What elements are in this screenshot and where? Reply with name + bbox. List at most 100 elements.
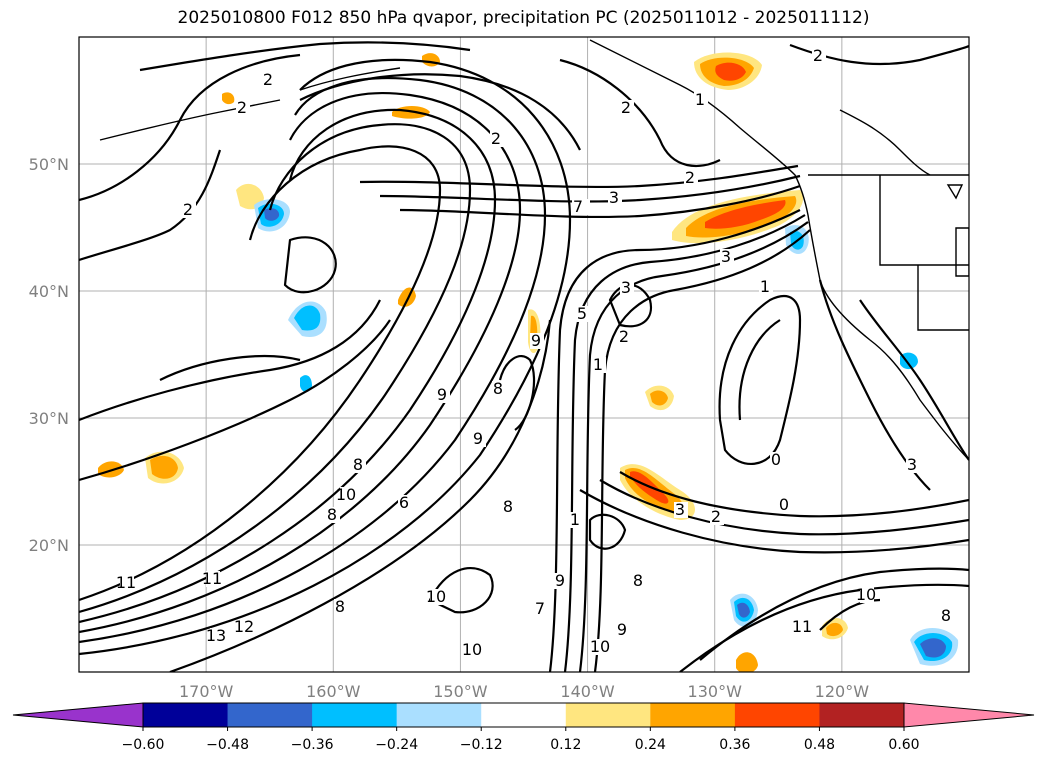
contour-label-bg [620,280,634,296]
contour-label-bg [236,100,250,116]
colorbar-segment [565,703,651,727]
contour-label: 1 [593,355,603,374]
contour-label-bg [530,333,544,349]
colorbar-tick-label: 0.36 [719,737,750,753]
contour-label-bg [778,497,792,513]
contour-label-bg [618,329,632,345]
precip-positive-alaska [694,52,762,90]
contour-label-bg [812,48,826,64]
contour-label: 3 [675,500,685,519]
lon-tick-label: 120°W [815,682,870,701]
contour-label-bg [210,628,224,644]
colorbar-tick-label: −0.12 [460,737,503,753]
lat-tick-label: 40°N [29,282,69,301]
contour-label-bg [860,587,874,603]
colorbar-segment [396,703,482,727]
contour-label: 10 [856,585,876,604]
contour-label-bg [120,575,134,591]
contour-label-bg [206,571,220,587]
contour-label: 3 [621,278,631,297]
contour-label-bg [632,573,646,589]
contour-label: 11 [202,569,222,588]
contour-label: 10 [462,640,482,659]
contour-label: 12 [234,617,254,636]
contour-label-bg [182,202,196,218]
precip-blob [294,305,321,331]
precip-blob [920,638,946,658]
contour-label: 2 [183,200,193,219]
colorbar-segment [312,703,398,727]
colorbar: −0.60 −0.48 −0.36 −0.24 −0.12 0.12 0.24 0.36 0.4… [12,702,1035,753]
contour-label: 2 [711,507,721,526]
contour-label-bg [554,573,568,589]
contour-label: 10 [426,587,446,606]
contour-label-bg [592,357,606,373]
contour-labels: 2222232738111989810861312117910101089101… [116,46,954,659]
colorbar-tick-label: −0.48 [206,737,249,753]
colorbar-segment [227,703,313,727]
contour-label: 6 [399,493,409,512]
contour-label-bg [430,589,444,605]
colorbar-segment [481,703,567,727]
contour-label-bg [436,387,450,403]
colorbar-tick-label: −0.36 [291,737,334,753]
contour-label: 8 [335,597,345,616]
contour-label-bg [262,72,276,88]
contour-label-bg [238,619,252,635]
contour-label-bg [472,431,486,447]
qvapor-contours [79,41,969,672]
contour-label: 0 [771,450,781,469]
precip-blob [826,622,843,637]
colorbar-tick-label: −0.60 [122,737,165,753]
colorbar-tick-label: −0.24 [375,737,418,753]
lat-tick-label: 30°N [29,409,69,428]
contour-label: 9 [617,620,627,639]
precip-blob [650,390,668,406]
contour-label: 2 [263,70,273,89]
contour-label: 8 [503,497,513,516]
contour-label: 1 [760,277,770,296]
contour-label: 2 [237,98,247,117]
contour-label-bg [490,131,504,147]
map-title: 2025010800 F012 850 hPa qvapor, precipit… [177,8,870,28]
contour-label: 2 [621,98,631,117]
contour-label-bg [796,619,810,635]
colorbar-segment [819,703,905,727]
contour-label-bg [674,502,688,518]
colorbar-tick-label: 0.12 [550,737,581,753]
contour-label-bg [710,509,724,525]
contour-label-bg [466,642,480,658]
latitude-labels: 50°N 40°N 30°N 20°N [29,155,69,555]
contour-label-bg [770,452,784,468]
contour-label-bg [694,92,708,108]
contour-label-bg [940,608,954,624]
contour-label-bg [906,457,920,473]
precip-shading [98,52,959,672]
lon-tick-label: 150°W [433,682,488,701]
contour-label-bg [534,601,548,617]
colorbar-extend-low [12,702,144,728]
contour-label: 8 [353,455,363,474]
contour-label-bg [352,457,366,473]
contour-label-bg [572,199,586,215]
contour-label: 1 [695,90,705,109]
precip-blob [150,455,178,479]
contour-label-bg [620,100,634,116]
contour-label: 10 [590,637,610,656]
contour-label: 10 [336,485,356,504]
contour-label-bg [616,622,630,638]
colorbar-segment [650,703,736,727]
precip-blob [736,652,758,672]
lon-tick-label: 140°W [560,682,615,701]
contour-label: 2 [685,168,695,187]
colorbar-extend-high [903,702,1035,728]
contour-label-bg [502,499,516,515]
colorbar-tick-label: 0.24 [635,737,666,753]
contour-label: 9 [555,571,565,590]
map-frame [78,36,970,673]
colorbar-segment [143,703,229,727]
lat-tick-label: 20°N [29,536,69,555]
colorbar-frame [142,702,905,728]
contour-label: 11 [116,573,136,592]
